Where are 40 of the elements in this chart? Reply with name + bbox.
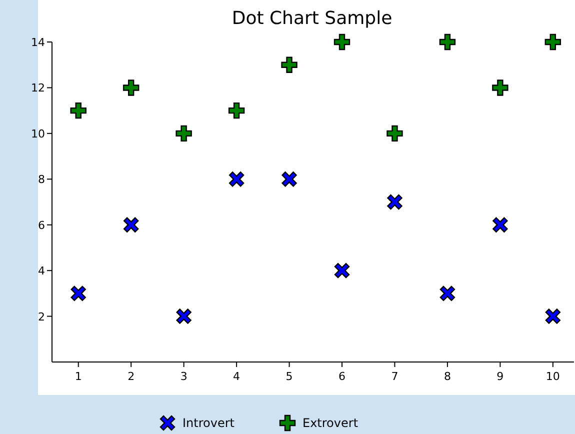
legend-label: Extrovert [302, 416, 358, 430]
point [544, 34, 562, 50]
x-tick-label: 4 [233, 370, 240, 383]
x-tick-label: 10 [546, 370, 560, 383]
point [492, 80, 508, 96]
point [386, 125, 403, 142]
y-tick-label: 6 [38, 218, 45, 232]
point [176, 308, 192, 324]
legend-label: Introvert [182, 416, 235, 430]
x-tick-label: 6 [338, 370, 346, 383]
point [545, 308, 561, 324]
point [282, 172, 297, 187]
point [387, 194, 402, 210]
point [70, 286, 86, 302]
y-tick-label: 4 [38, 264, 45, 278]
point [334, 34, 350, 50]
x-tick-label: 1 [74, 370, 82, 383]
chart-title: Dot Chart Sample [232, 8, 392, 29]
point [123, 217, 139, 232]
x-tick-label: 8 [444, 370, 451, 383]
y-tick-label: 14 [31, 36, 45, 49]
y-tick-label: 2 [38, 310, 45, 324]
x-tick-label: 3 [180, 370, 188, 383]
x-tick-label: 9 [496, 370, 504, 383]
point [70, 102, 86, 119]
point [176, 125, 192, 142]
point [492, 217, 508, 232]
y-tick-label: 12 [31, 82, 45, 95]
point [334, 262, 350, 278]
point [440, 286, 456, 302]
point [228, 172, 244, 187]
x-tick-label: 7 [391, 370, 398, 383]
point [439, 34, 456, 50]
x-tick-label: 2 [128, 370, 135, 383]
point [228, 102, 245, 119]
y-tick-label: 8 [38, 173, 45, 186]
point [281, 56, 298, 73]
x-tick-label: 5 [286, 370, 293, 383]
point [122, 80, 140, 96]
y-tick-label: 10 [31, 127, 45, 140]
